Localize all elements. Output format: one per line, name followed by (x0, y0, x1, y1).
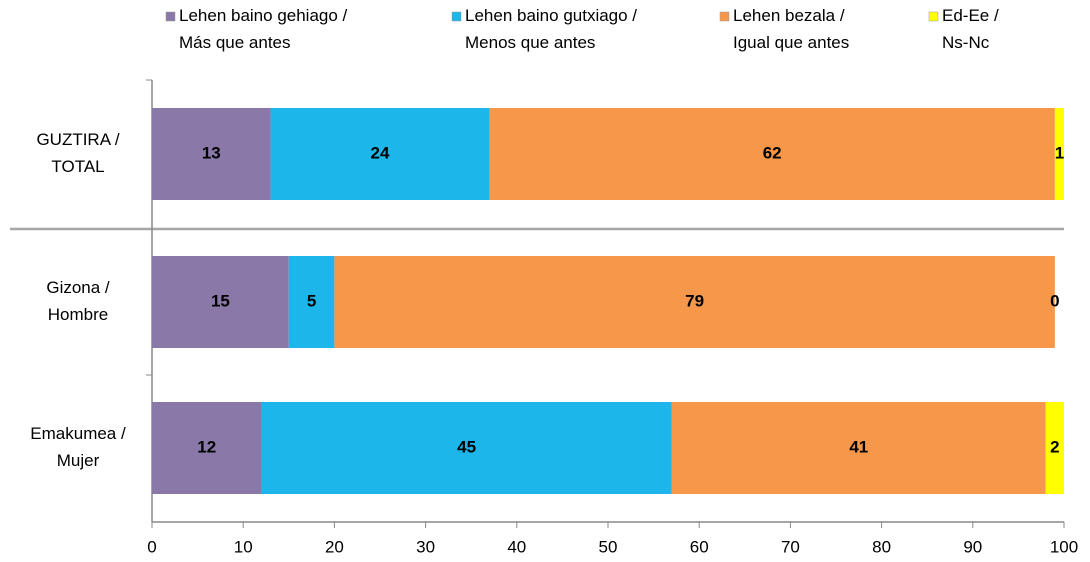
value-label: 13 (202, 143, 221, 162)
bar-segment (671, 402, 1046, 494)
value-label: 24 (371, 143, 390, 162)
value-label: 12 (197, 437, 216, 456)
value-label: 79 (685, 291, 704, 310)
legend-label: Lehen baino gehiago / Más que antes (179, 6, 348, 52)
x-tick-label: 60 (690, 537, 709, 556)
value-label: 41 (849, 437, 868, 456)
value-label: 62 (763, 143, 782, 162)
x-tick-label: 70 (781, 537, 800, 556)
x-tick-label: 50 (599, 537, 618, 556)
x-tick-label: 20 (325, 537, 344, 556)
x-tick-label: 40 (507, 537, 526, 556)
x-tick-label: 10 (234, 537, 253, 556)
legend-label: Lehen bezala / Igual que antes (733, 6, 849, 52)
legend-swatch (719, 11, 730, 22)
value-label: 45 (457, 437, 476, 456)
bar-segment (152, 256, 289, 348)
value-label: 5 (307, 291, 316, 310)
category-label: Emakumea / Mujer (30, 424, 126, 470)
bar-segment (1054, 108, 1064, 200)
bar-segment (1045, 402, 1064, 494)
bar-segment (334, 256, 1055, 348)
bar-segment (489, 108, 1055, 200)
x-tick-label: 80 (872, 537, 891, 556)
bar-segment (152, 402, 262, 494)
legend-label: Lehen baino gutxiago / Menos que antes (465, 6, 637, 52)
value-label: 1 (1055, 143, 1064, 162)
category-label: Gizona / Hombre (46, 278, 110, 324)
x-tick-label: 100 (1050, 537, 1078, 556)
bar-segment (288, 256, 335, 348)
x-tick-label: 90 (963, 537, 982, 556)
legend-swatch (451, 11, 462, 22)
value-label: 0 (1050, 291, 1059, 310)
legend-label: Ed-Ee / Ns-Nc (942, 6, 999, 52)
legend-swatch (165, 11, 176, 22)
x-tick-label: 0 (147, 537, 156, 556)
category-label: GUZTIRA / TOTAL (36, 130, 119, 176)
x-tick-label: 30 (416, 537, 435, 556)
legend-swatch (928, 11, 939, 22)
bar-segment (152, 108, 271, 200)
value-label: 15 (211, 291, 230, 310)
value-label: 2 (1050, 437, 1059, 456)
bar-segment (261, 402, 672, 494)
bar-segment (270, 108, 490, 200)
